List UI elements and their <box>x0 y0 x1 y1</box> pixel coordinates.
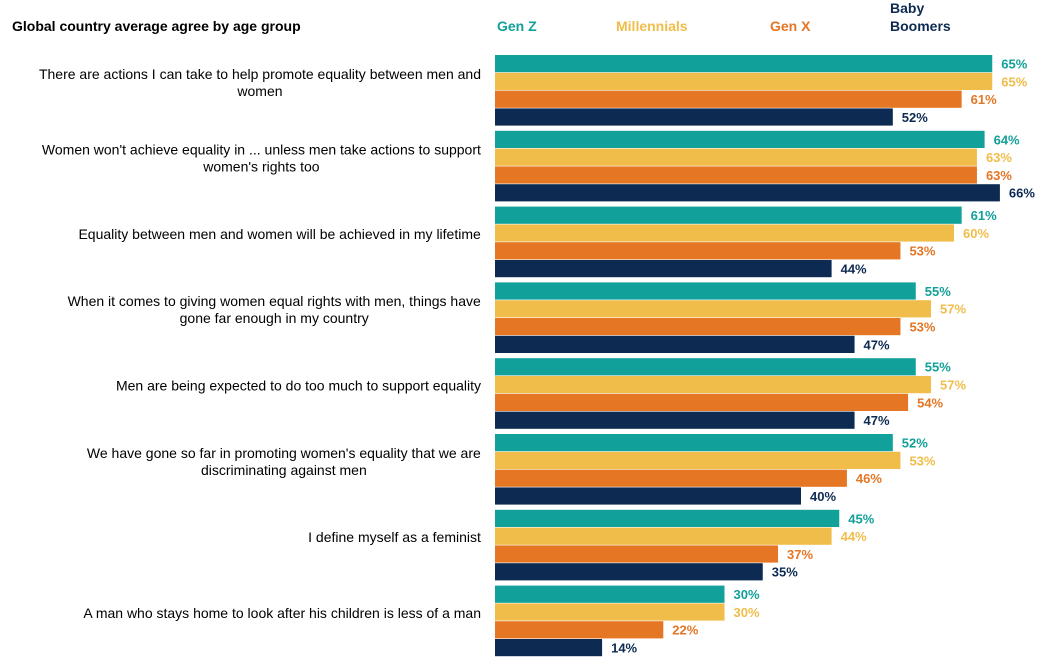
bar-gen-z <box>495 585 725 603</box>
bar-gen-z <box>495 55 993 73</box>
bar-millennials <box>495 451 901 469</box>
value-label: 63% <box>986 150 1012 165</box>
value-label: 55% <box>925 360 951 375</box>
bar-gen-x <box>495 469 847 487</box>
value-label: 63% <box>986 168 1012 183</box>
category-label: A man who stays home to look after his c… <box>83 605 481 621</box>
value-label: 54% <box>917 395 943 410</box>
value-label: 35% <box>772 565 798 580</box>
bar-gen-z <box>495 358 916 376</box>
bar-gen-x <box>495 621 664 639</box>
bar-gen-z <box>495 206 962 224</box>
bar-millennials <box>495 224 954 242</box>
legend-millennials: Millennials <box>616 18 688 34</box>
bar-baby-boomers <box>495 184 1000 202</box>
value-label: 65% <box>1001 57 1027 72</box>
value-label: 53% <box>909 320 935 335</box>
value-label: 45% <box>848 511 874 526</box>
bar-baby-boomers <box>495 411 855 429</box>
value-label: 66% <box>1009 186 1035 201</box>
value-label: 57% <box>940 302 966 317</box>
bar-millennials <box>495 300 932 318</box>
value-label: 44% <box>841 529 867 544</box>
value-label: 40% <box>810 489 836 504</box>
value-label: 37% <box>787 547 813 562</box>
bars <box>495 55 1000 657</box>
value-label: 53% <box>909 244 935 259</box>
category-labels: There are actions I can take to help pro… <box>39 66 481 621</box>
value-label: 61% <box>971 208 997 223</box>
bar-gen-x <box>495 318 901 336</box>
category-label: Women won't achieve equality in ... unle… <box>42 142 481 175</box>
value-label: 44% <box>841 262 867 277</box>
bar-gen-x <box>495 545 779 563</box>
value-label: 53% <box>909 453 935 468</box>
bar-gen-x <box>495 393 909 411</box>
legend-gen-z: Gen Z <box>497 18 537 34</box>
value-label: 47% <box>864 413 890 428</box>
legend: Gen Z Millennials Gen X Baby Boomers <box>497 0 951 34</box>
category-label: We have gone so far in promoting women's… <box>87 445 481 478</box>
legend-gen-x: Gen X <box>770 18 811 34</box>
value-label: 47% <box>864 337 890 352</box>
bar-millennials <box>495 376 932 394</box>
value-label: 22% <box>672 623 698 638</box>
bar-gen-z <box>495 434 893 452</box>
value-label: 57% <box>940 378 966 393</box>
bar-millennials <box>495 603 725 621</box>
chart-title: Global country average agree by age grou… <box>12 18 301 34</box>
value-label: 30% <box>734 587 760 602</box>
bar-baby-boomers <box>495 563 763 581</box>
bar-baby-boomers <box>495 487 801 505</box>
bar-gen-x <box>495 90 962 108</box>
bar-gen-z <box>495 130 985 148</box>
category-label: Men are being expected to do too much to… <box>116 378 481 394</box>
value-label: 46% <box>856 471 882 486</box>
value-label: 55% <box>925 284 951 299</box>
bar-gen-x <box>495 166 977 184</box>
value-labels: 65% 65% 61% 52% 64% 63% 63% 66% 61% 60% 53% 44% 55% 5… <box>611 57 1035 656</box>
bar-gen-z <box>495 282 916 300</box>
bar-gen-x <box>495 242 901 260</box>
bar-baby-boomers <box>495 260 832 278</box>
bar-gen-z <box>495 509 840 527</box>
bar-millennials <box>495 72 993 90</box>
category-label: When it comes to giving women equal righ… <box>68 293 481 326</box>
bar-baby-boomers <box>495 108 893 126</box>
value-label: 61% <box>971 92 997 107</box>
legend-baby-boomers: Baby Boomers <box>890 0 951 34</box>
value-label: 64% <box>994 132 1020 147</box>
value-label: 30% <box>734 605 760 620</box>
value-label: 60% <box>963 226 989 241</box>
category-label: I define myself as a feminist <box>308 529 481 545</box>
bar-baby-boomers <box>495 639 603 657</box>
category-label: There are actions I can take to help pro… <box>39 66 481 99</box>
value-label: 52% <box>902 436 928 451</box>
bar-millennials <box>495 527 832 545</box>
bar-baby-boomers <box>495 335 855 353</box>
value-label: 65% <box>1001 74 1027 89</box>
value-label: 52% <box>902 110 928 125</box>
value-label: 14% <box>611 641 637 656</box>
category-label: Equality between men and women will be a… <box>78 226 481 242</box>
bar-millennials <box>495 148 977 166</box>
